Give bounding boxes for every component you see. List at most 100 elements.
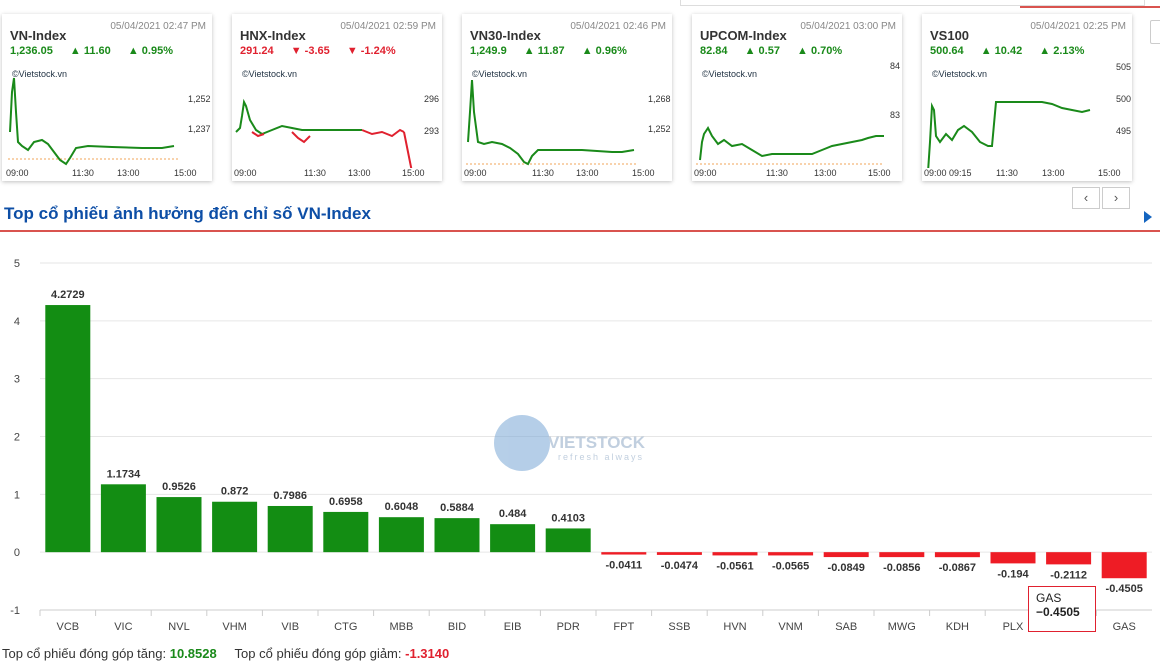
x-label: 15:00 [868, 168, 891, 178]
index-percent: ▲ 0.95% [127, 45, 173, 57]
x-label: 15:00 [1098, 168, 1121, 178]
category-label: SSB [668, 621, 690, 633]
vietstock-watermark: ©Vietstock.vn [472, 69, 527, 79]
index-stats: 500.64 ▲ 10.42 ▲ 2.13% [930, 45, 1098, 57]
bar-value-label: -0.0411 [605, 560, 642, 572]
index-percent: ▼ -1.24% [346, 45, 396, 57]
vietstock-watermark: ©Vietstock.vn [702, 69, 757, 79]
bar-ctg [323, 511, 369, 553]
category-label: MWG [888, 621, 916, 633]
x-label: 11:30 [532, 168, 554, 178]
index-value: 500.64 [930, 45, 964, 57]
category-label: MBB [389, 621, 413, 633]
bar-nvl [156, 497, 202, 553]
bar-mwg [879, 552, 925, 558]
bar-bid [434, 518, 480, 553]
top-panel-edge [680, 0, 1145, 6]
bar-vhm [212, 501, 258, 553]
chart-tooltip: GAS −0.4505 [1028, 586, 1096, 632]
index-card-vn-index[interactable]: VN-Index 05/04/2021 02:47 PM 1,236.05 ▲ … [2, 14, 212, 181]
y-label: 505 [1116, 62, 1132, 72]
bar-mbb [378, 517, 424, 553]
y-label: 83 [890, 110, 901, 120]
y-tick-label: 5 [14, 258, 20, 270]
prev-button[interactable]: ‹ [1072, 187, 1100, 209]
index-stats: 1,249.9 ▲ 11.87 ▲ 0.96% [470, 45, 641, 57]
index-change: ▲ 11.87 [523, 45, 565, 57]
bar-value-label: 0.872 [221, 486, 249, 498]
up-contribution-value: 10.8528 [169, 646, 217, 661]
index-value: 82.84 [700, 45, 728, 57]
section-title: Top cổ phiếu ảnh hưởng đến chỉ số VN-Ind… [4, 204, 371, 223]
bar-value-label: -0.0867 [939, 562, 976, 574]
top-accent-line [1020, 6, 1160, 8]
y-label: 495 [1116, 126, 1132, 136]
x-label: 11:30 [304, 168, 326, 178]
vietstock-watermark: ©Vietstock.vn [242, 69, 297, 79]
scroll-handle[interactable] [1150, 20, 1160, 44]
x-label: 15:00 [632, 168, 655, 178]
category-label: EIB [504, 621, 522, 633]
x-label: 15:00 [174, 168, 197, 178]
category-label: KDH [946, 621, 969, 633]
index-card-upcom-index[interactable]: UPCOM-Index 05/04/2021 03:00 PM 82.84 ▲ … [692, 14, 902, 181]
x-label: 15:00 [402, 168, 425, 178]
index-timestamp: 05/04/2021 03:00 PM [800, 21, 896, 32]
index-percent: ▲ 2.13% [1039, 45, 1085, 57]
y-tick-label: 0 [14, 547, 20, 559]
sparkline-chart [8, 77, 180, 166]
bar-vic [100, 484, 146, 553]
bar-value-label: 0.7986 [273, 490, 307, 502]
bar-value-label: 0.4103 [551, 512, 585, 524]
sparkline-chart [696, 126, 884, 165]
category-label: VIB [281, 621, 299, 633]
vietstock-watermark: ©Vietstock.vn [12, 69, 67, 79]
index-card-hnx-index[interactable]: HNX-Index 05/04/2021 02:59 PM 291.24 ▼ -… [232, 14, 442, 181]
index-name: UPCOM-Index [700, 28, 787, 43]
vietstock-watermark: ©Vietstock.vn [932, 69, 987, 79]
bar-value-label: -0.0565 [772, 560, 809, 572]
category-label: HVN [723, 621, 746, 633]
up-contribution-label: Top cổ phiếu đóng góp tăng: [2, 646, 167, 661]
index-card-vn30-index[interactable]: VN30-Index 05/04/2021 02:46 PM 1,249.9 ▲… [462, 14, 672, 181]
x-label: 09:00 [234, 168, 257, 178]
x-label: 09:00 09:15 [924, 168, 972, 178]
category-label: PLX [1003, 621, 1024, 633]
y-tick-label: 2 [14, 432, 20, 444]
x-label: 11:30 [996, 168, 1018, 178]
bar-value-label: 0.9526 [162, 481, 196, 493]
y-tick-label: 4 [14, 316, 20, 328]
bar-value-label: 1.1734 [107, 468, 142, 480]
y-label: 293 [424, 126, 440, 136]
index-value: 1,249.9 [470, 45, 507, 57]
bar-value-label: 0.6958 [329, 496, 363, 508]
index-card-vs100[interactable]: VS100 05/04/2021 02:25 PM 500.64 ▲ 10.42… [922, 14, 1132, 181]
logo-brand-text: VIETSTOCK [548, 433, 646, 452]
index-timestamp: 05/04/2021 02:25 PM [1030, 21, 1126, 32]
bar-sab [823, 552, 869, 558]
tooltip-value: −0.4505 [1036, 605, 1080, 619]
bar-value-label: 0.6048 [385, 501, 419, 513]
category-label: NVL [168, 621, 189, 633]
index-name: HNX-Index [240, 28, 306, 43]
bar-value-label: -0.0561 [716, 560, 753, 572]
next-button[interactable]: › [1102, 187, 1130, 209]
category-label: VCB [56, 621, 79, 633]
expand-arrow-icon[interactable] [1144, 211, 1152, 223]
x-label: 13:00 [348, 168, 371, 178]
x-label: 13:00 [1042, 168, 1065, 178]
bar-pdr [545, 528, 591, 553]
category-label: SAB [835, 621, 857, 633]
bar-value-label: -0.0474 [661, 560, 699, 572]
y-label: 1,237 [188, 124, 211, 134]
x-label: 13:00 [117, 168, 140, 178]
bar-ssb [656, 552, 702, 555]
category-label: GAS [1113, 621, 1136, 633]
bar-plx [990, 552, 1036, 564]
index-name: VN-Index [10, 28, 67, 43]
index-stats: 1,236.05 ▲ 11.60 ▲ 0.95% [10, 45, 187, 57]
x-label: 11:30 [72, 168, 94, 178]
tooltip-label: GAS [1036, 591, 1062, 605]
summary-footer: Top cổ phiếu đóng góp tăng: 10.8528 Top … [2, 646, 449, 661]
bar-value-label: -0.2112 [1050, 569, 1087, 581]
